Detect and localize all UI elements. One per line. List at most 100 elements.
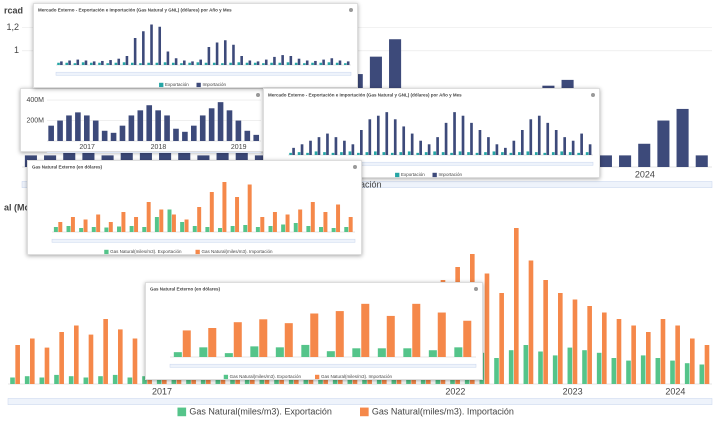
bar	[191, 61, 194, 65]
bar	[580, 133, 583, 155]
bar	[571, 140, 575, 155]
bar	[543, 280, 548, 384]
bar	[306, 152, 309, 155]
bar	[98, 62, 101, 65]
bar	[461, 115, 465, 155]
bar	[368, 119, 372, 155]
bar	[534, 152, 538, 155]
bar	[182, 330, 191, 357]
bar	[402, 126, 406, 155]
bar	[91, 227, 96, 232]
bar	[53, 227, 58, 232]
bar	[558, 293, 563, 384]
bar	[245, 62, 249, 65]
bar	[167, 209, 172, 232]
bar	[303, 63, 306, 65]
bar	[563, 137, 567, 155]
bar	[509, 152, 513, 155]
navigator	[51, 238, 356, 243]
bar	[158, 26, 162, 65]
bar	[391, 376, 397, 384]
bar	[191, 125, 197, 141]
bar	[106, 63, 109, 65]
bar	[182, 131, 188, 141]
bar	[327, 62, 331, 65]
bar	[335, 62, 339, 65]
bar	[357, 152, 360, 155]
bar	[226, 110, 233, 141]
chart-window: Mercado Externo - Exportación e Importac…	[33, 3, 358, 88]
bar	[382, 152, 386, 155]
bar	[130, 62, 134, 65]
bar	[60, 61, 63, 65]
bar	[217, 102, 224, 141]
bar	[298, 209, 303, 232]
chart-window: Gas Natural Externo (en dólares) Gas Natu…	[145, 282, 483, 380]
bar	[173, 128, 179, 141]
bar	[260, 217, 265, 232]
bar	[407, 151, 411, 155]
bar	[427, 144, 431, 155]
x-tick-label: 2017	[152, 386, 172, 396]
bar	[92, 61, 96, 65]
bar	[224, 353, 233, 357]
bar	[30, 338, 35, 384]
bar	[330, 58, 334, 65]
bar	[244, 130, 251, 141]
bar	[259, 377, 265, 384]
bar	[322, 59, 325, 65]
bar	[171, 376, 177, 384]
bar	[626, 360, 631, 384]
bar	[348, 151, 352, 155]
bar	[323, 152, 326, 155]
bar	[54, 374, 59, 384]
bar	[376, 115, 380, 155]
menu-icon	[353, 165, 357, 169]
navigator	[46, 151, 262, 158]
bar	[255, 227, 260, 232]
bar	[59, 332, 64, 384]
bar	[212, 62, 216, 65]
bar	[264, 59, 268, 65]
bar	[631, 325, 636, 384]
bar	[96, 214, 101, 232]
bar	[196, 62, 200, 65]
bar	[428, 350, 437, 357]
bar	[365, 152, 369, 155]
legend-label: Gas Natural(miles/m3). Exportación	[189, 406, 332, 416]
bar	[348, 217, 353, 232]
bar	[317, 137, 321, 155]
bar	[134, 217, 139, 232]
bar	[346, 61, 350, 65]
bar	[684, 363, 690, 384]
bar	[101, 60, 104, 65]
bar	[268, 226, 273, 232]
bar	[546, 122, 550, 155]
x-tick-label: 2024	[665, 386, 685, 396]
bar	[494, 358, 499, 384]
bar	[326, 351, 335, 357]
chart: 200M 400M 2017 2018 2019	[26, 93, 262, 158]
bar	[81, 62, 85, 65]
bar	[183, 60, 186, 65]
bar	[343, 140, 346, 155]
chart-title: Gas Natural Externo (en dólares)	[150, 287, 221, 292]
bar	[117, 226, 121, 232]
bar	[568, 152, 572, 155]
bar	[537, 115, 541, 155]
bar	[68, 376, 74, 384]
bar	[159, 209, 164, 232]
bar	[297, 58, 301, 65]
legend-label: Exportación	[401, 172, 425, 177]
bar	[309, 140, 312, 155]
bar	[74, 325, 79, 384]
bar	[362, 376, 367, 384]
bar	[229, 62, 232, 65]
navigator	[169, 363, 477, 368]
bar	[272, 212, 277, 232]
bar	[655, 358, 661, 384]
y-tick-label: 1,2	[6, 22, 19, 32]
bar	[528, 260, 534, 384]
bar	[436, 137, 439, 155]
bar	[92, 120, 99, 141]
